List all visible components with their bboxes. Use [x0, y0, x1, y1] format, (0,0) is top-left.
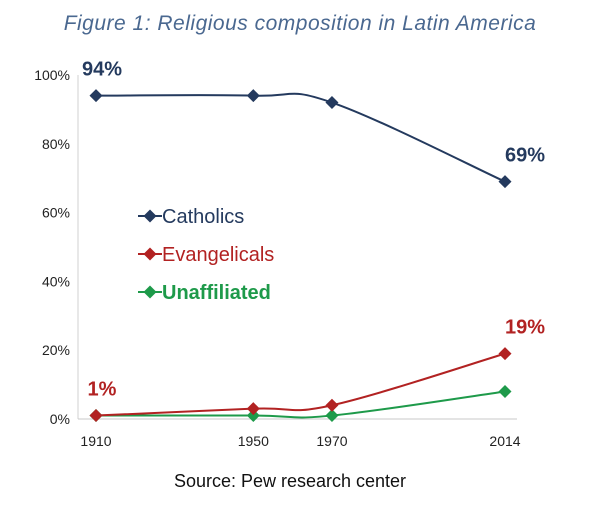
data-point-evangelicals — [498, 347, 512, 361]
legend-label: Catholics — [162, 206, 244, 228]
x-tick-labels: 1910 1950 1970 2014 — [80, 433, 520, 449]
data-point-catholics — [325, 96, 339, 110]
legend-item-unaffiliated: Unaffiliated — [138, 282, 271, 304]
legend-label: Evangelicals — [162, 244, 274, 266]
legend-label: Unaffiliated — [162, 282, 271, 304]
data-label: 19% — [505, 317, 545, 339]
data-point-catholics — [246, 89, 260, 103]
series-line-catholics — [95, 92, 506, 183]
chart-title: Figure 1: Religious composition in Latin… — [64, 12, 537, 35]
series-line-unaffiliated — [95, 390, 506, 419]
y-tick-labels: 0% 20% 40% 60% 80% 100% — [34, 67, 70, 427]
data-label: 1% — [88, 379, 117, 401]
series-line-evangelicals — [95, 352, 506, 417]
data-point-unaffiliated — [325, 409, 339, 423]
legend: Catholics Evangelicals Unaffiliated — [138, 206, 274, 304]
data-labels: 94% 69% 1% 19% — [82, 59, 545, 401]
series-markers — [89, 89, 512, 423]
data-label: 69% — [505, 145, 545, 167]
legend-marker — [143, 209, 157, 223]
data-point-evangelicals — [325, 398, 339, 412]
data-label: 94% — [82, 59, 122, 81]
x-tick-label: 1950 — [238, 433, 269, 449]
data-point-unaffiliated — [498, 384, 512, 398]
x-tick-label: 1910 — [80, 433, 111, 449]
legend-marker — [143, 285, 157, 299]
legend-item-evangelicals: Evangelicals — [138, 244, 274, 266]
series-lines — [95, 92, 506, 419]
x-tick-label: 1970 — [316, 433, 347, 449]
y-tick-label: 80% — [42, 136, 70, 152]
y-tick-label: 0% — [50, 411, 70, 427]
data-point-evangelicals — [89, 409, 103, 423]
data-point-catholics — [498, 175, 512, 189]
y-tick-label: 20% — [42, 342, 70, 358]
y-tick-label: 40% — [42, 273, 70, 289]
chart-source: Source: Pew research center — [174, 471, 406, 491]
data-point-catholics — [89, 89, 103, 103]
x-tick-label: 2014 — [489, 433, 520, 449]
legend-marker — [143, 247, 157, 261]
data-point-unaffiliated — [246, 409, 260, 423]
legend-item-catholics: Catholics — [138, 206, 244, 228]
data-point-evangelicals — [246, 402, 260, 416]
y-tick-label: 100% — [34, 67, 70, 83]
y-tick-label: 60% — [42, 205, 70, 221]
